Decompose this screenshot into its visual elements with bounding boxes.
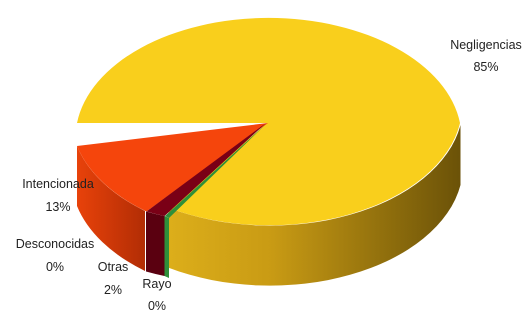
slice-side-otras xyxy=(146,211,165,276)
value-negligencias: 85% xyxy=(473,60,498,74)
label-intencionada: Intencionada xyxy=(22,177,94,191)
label-rayo: Rayo xyxy=(142,277,171,291)
slice-side-intencionada xyxy=(77,146,145,271)
value-rayo: 0% xyxy=(148,299,166,313)
value-desconocidas: 0% xyxy=(46,260,64,274)
slice-rayo xyxy=(165,123,267,218)
slice-intencionada xyxy=(77,123,268,212)
slice-side-negligencias xyxy=(168,125,461,286)
value-intencionada: 13% xyxy=(45,200,70,214)
value-otras: 2% xyxy=(104,283,122,297)
label-otras: Otras xyxy=(98,260,129,274)
slice-negligencias xyxy=(77,17,460,226)
slice-side-rayo xyxy=(164,216,169,278)
slice-otras xyxy=(146,123,266,216)
label-negligencias: Negligencias xyxy=(450,38,522,52)
label-desconocidas: Desconocidas xyxy=(16,237,95,251)
